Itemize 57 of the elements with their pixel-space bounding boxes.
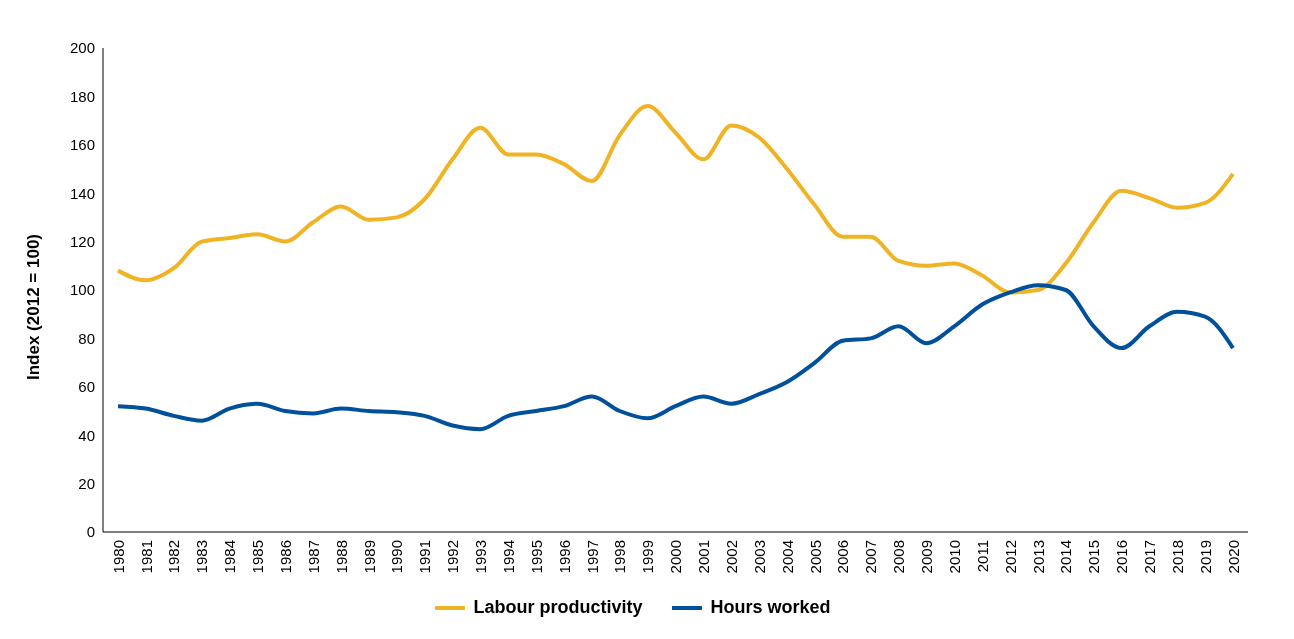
- x-tick-label: 2006: [834, 540, 852, 574]
- line-series: [116, 283, 1235, 432]
- x-tick-label: 2011: [973, 540, 991, 573]
- y-tick-label: 20: [78, 474, 95, 492]
- x-tick-label: 1999: [639, 540, 657, 574]
- y-axis-title: Index (2012 = 100): [24, 233, 44, 380]
- x-tick-label: 1994: [499, 540, 517, 574]
- y-tick-label: 120: [69, 232, 95, 250]
- x-tick-label: 2001: [695, 540, 713, 574]
- y-tick-label: 80: [78, 329, 95, 347]
- x-tick-label: 1996: [555, 540, 573, 574]
- x-tick-label: 1984: [221, 540, 239, 574]
- x-tick-label: 2019: [1196, 540, 1214, 574]
- x-tick-label: 2002: [722, 540, 740, 574]
- x-tick-label: 2000: [667, 540, 685, 574]
- y-tick-label: 200: [69, 39, 95, 57]
- x-tick-label: 2003: [750, 540, 768, 574]
- x-tick-label: 2018: [1168, 540, 1186, 574]
- x-tick-label: 1997: [583, 540, 601, 574]
- x-tick-label: 2008: [890, 540, 908, 574]
- x-tick-label: 2017: [1141, 540, 1159, 574]
- x-tick-label: 2015: [1085, 540, 1103, 574]
- x-tick-label: 1992: [444, 540, 462, 574]
- y-tick-label: 40: [78, 426, 95, 444]
- y-tick-label: 100: [69, 281, 95, 299]
- x-tick-label: 2010: [945, 540, 963, 574]
- x-tick-label: 1980: [109, 540, 127, 574]
- x-tick-label: 1991: [416, 540, 434, 574]
- x-tick-label: 1995: [527, 540, 545, 574]
- y-tick-label: 180: [69, 87, 95, 105]
- legend-label: Labour productivity: [473, 597, 643, 618]
- y-tick-label: 60: [78, 378, 95, 396]
- x-tick-label: 1983: [193, 540, 211, 574]
- y-tick-label: 160: [69, 136, 95, 154]
- x-tick-label: 2005: [806, 540, 824, 574]
- x-tick-label: 2016: [1113, 540, 1131, 574]
- x-tick-label: 2007: [862, 540, 880, 574]
- x-tick-label: 1981: [137, 540, 155, 574]
- x-tick-label: 2009: [918, 540, 936, 574]
- x-tick-label: 1986: [276, 540, 294, 574]
- x-tick-label: 1985: [249, 540, 267, 574]
- x-tick-label: 2012: [1001, 540, 1019, 574]
- line-series: [116, 104, 1235, 295]
- x-tick-label: 2020: [1224, 540, 1242, 574]
- x-tick-label: 2014: [1057, 540, 1075, 574]
- x-tick-label: 2004: [778, 540, 796, 574]
- y-tick-label: 0: [86, 523, 95, 541]
- y-tick-label: 140: [69, 184, 95, 202]
- x-tick-label: 1987: [304, 540, 322, 574]
- x-tick-label: 1989: [360, 540, 378, 574]
- x-tick-label: 1993: [472, 540, 490, 574]
- x-tick-label: 1982: [165, 540, 183, 574]
- legend-label: Hours worked: [710, 597, 831, 618]
- x-tick-label: 1988: [332, 540, 350, 574]
- x-tick-label: 2013: [1029, 540, 1047, 574]
- x-tick-label: 1990: [388, 540, 406, 574]
- x-tick-label: 1998: [611, 540, 629, 574]
